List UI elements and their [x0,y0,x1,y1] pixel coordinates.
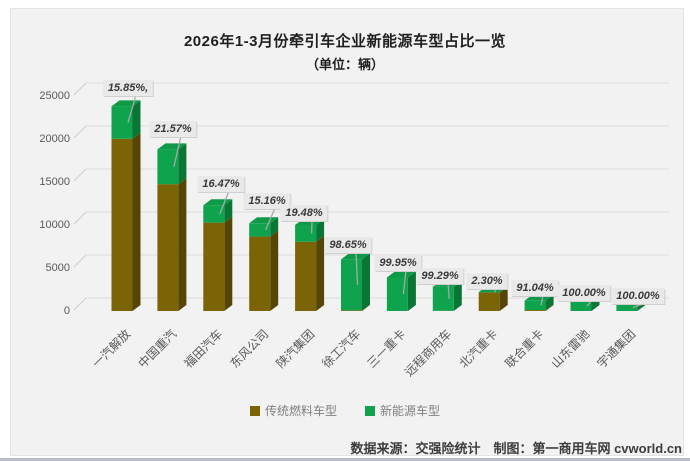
bar-percent-label: 100.00% [611,288,665,304]
label-leader-line [355,251,359,285]
bar-percent-label: 98.65% [324,237,372,253]
bar-percent-label: 21.57% [149,121,197,137]
axis-tick [73,254,87,268]
source-note: 数据来源：交强险统计 制图：第一商用车网 cvworld.cn [350,441,682,456]
y-axis-tick-label: 5000 [46,262,70,274]
stacked-bar-北汽重卡 [478,286,508,311]
stacked-bar-联合重卡 [524,294,554,311]
y-axis-tick-label: 10000 [39,219,70,231]
axis-tick [73,82,87,96]
y-axis-tick-label: 0 [64,305,70,317]
bar-percent-label: 15.85%, [102,80,154,96]
stacked-bar-中国重汽 [157,143,187,311]
legend-label-fuel: 传统燃料车型 [264,404,337,418]
legend-item-nev: 新能源车型 [365,402,440,419]
legend: 传统燃料车型 新能源车型 [0,402,690,419]
label-leader-line [219,190,230,215]
stacked-bar-一汽解放 [111,100,141,311]
label-leader-line [447,282,450,299]
bar-percent-label: 99.29% [416,268,464,284]
stacked-bar-福田汽车 [203,199,233,311]
fuel-swatch-icon [249,405,260,416]
label-leader-line [540,294,544,306]
label-leader-line [265,207,276,231]
bar-percent-label: 19.48% [280,205,328,221]
bar-percent-label: 15.16% [243,193,291,209]
bar-percent-label: 16.47% [197,176,245,192]
label-leader-line [127,94,137,123]
label-leader-line [402,269,407,295]
label-leader-line [586,299,593,307]
y-axis-tick-label: 25000 [39,90,70,102]
nev-swatch-icon [365,405,375,416]
chart-subtitle: （单位：辆） [305,57,384,72]
legend-label-nev: 新能源车型 [380,404,441,418]
axis-tick [73,125,87,139]
stacked-bar-东风公司 [249,217,279,311]
axis-tick [73,211,87,225]
stacked-bar-远程商用车 [432,280,462,311]
bar-percent-label: 99.95% [374,255,422,271]
chart-title: 2026年1-3月份牵引车企业新能源车型占比一览 [183,33,507,50]
label-leader-line [173,135,182,167]
y-axis-tick-label: 20000 [39,133,70,145]
bottom-edge [0,458,690,461]
stacked-bar-陕汽集团 [295,219,325,311]
stacked-bar-三一重卡 [386,271,416,311]
axis-tick [73,297,87,311]
bar-percent-label: 2.30% [466,273,508,289]
legend-item-fuel: 传统燃料车型 [249,402,337,419]
bar-percent-label: 91.04% [511,280,559,296]
stacked-bar-徐工汽车 [341,253,370,311]
axis-tick [73,168,87,182]
y-axis-tick-label: 15000 [39,176,70,188]
bar-percent-label: 100.00% [557,285,611,301]
